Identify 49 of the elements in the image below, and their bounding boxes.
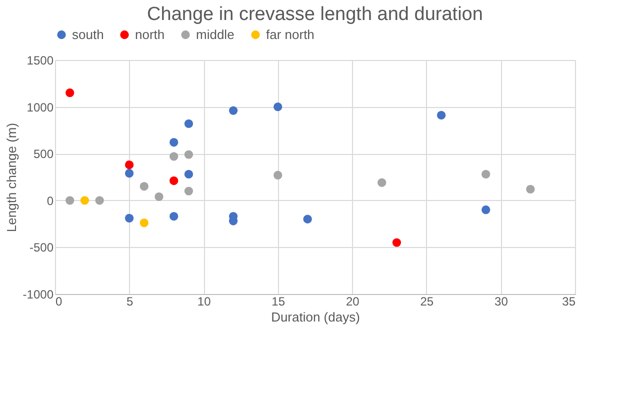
x-tick-label: 20 — [346, 294, 360, 308]
point — [526, 184, 535, 194]
point — [228, 106, 238, 115]
point — [274, 170, 282, 180]
legend-label: north — [135, 26, 165, 42]
x-tick-label: 35 — [562, 294, 576, 308]
point — [124, 160, 134, 170]
point — [303, 214, 312, 224]
y-tick-label: 1000 — [26, 100, 54, 114]
x-tick-label: 15 — [272, 294, 286, 308]
point — [154, 192, 164, 201]
point — [482, 170, 490, 179]
x-tick-label: 0 — [56, 294, 62, 308]
point — [140, 218, 148, 228]
legend-label: middle — [196, 26, 234, 42]
point — [184, 186, 194, 196]
point — [66, 196, 74, 205]
point — [184, 119, 194, 128]
legend-label: south — [72, 26, 104, 42]
point — [392, 238, 402, 247]
y-tick-label: 0 — [46, 194, 54, 208]
point — [124, 214, 134, 223]
x-tick-label: 25 — [420, 294, 434, 308]
x-tick-label: 5 — [126, 294, 134, 308]
chart-title: Change in crevasse length and duration — [147, 4, 483, 25]
point — [184, 170, 194, 179]
point — [184, 150, 194, 159]
x-tick-label: 10 — [197, 294, 212, 308]
point — [95, 196, 104, 205]
point — [378, 178, 386, 187]
y-tick-label: -500 — [29, 240, 54, 255]
y-axis-title: Length change (m) — [4, 122, 19, 232]
point — [274, 102, 282, 112]
y-tick-label: -1000 — [22, 288, 54, 302]
y-tick-label: 500 — [33, 147, 54, 162]
point — [436, 110, 446, 120]
point — [66, 88, 74, 98]
point — [170, 212, 178, 221]
y-tick-label: 1500 — [26, 54, 54, 68]
point — [170, 152, 178, 161]
x-axis-title: Duration (days) — [271, 310, 360, 324]
legend-label: far north — [266, 26, 314, 42]
point — [170, 138, 178, 147]
point — [170, 176, 178, 186]
point — [124, 168, 134, 178]
point — [80, 196, 90, 205]
point — [482, 205, 490, 214]
point — [140, 182, 148, 191]
x-tick-label: 30 — [494, 294, 508, 308]
